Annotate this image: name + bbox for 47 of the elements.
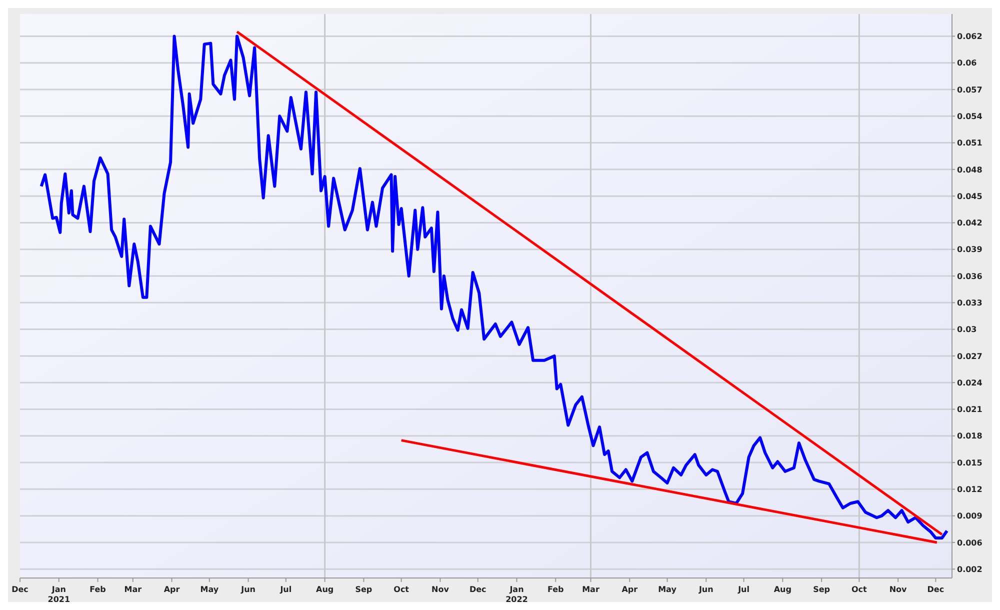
y-tick-label: 0.012: [957, 485, 982, 494]
y-tick-label: 0.036: [957, 272, 983, 281]
y-tick-label: 0.054: [957, 112, 983, 121]
x-tick-label: Jul: [737, 585, 750, 594]
x-tick-label: May: [200, 585, 220, 594]
y-tick-label: 0.03: [957, 325, 977, 334]
y-tick-label: 0.057: [957, 85, 982, 94]
y-tick-label: 0.042: [957, 218, 982, 228]
x-tick-label: Sep: [355, 585, 372, 594]
y-tick-label: 0.021: [957, 405, 983, 414]
x-tick-label: Mar: [582, 585, 600, 594]
x-tick-label: Jun: [240, 585, 256, 594]
line-series: [40, 34, 948, 540]
x-tick-label: Nov: [889, 585, 908, 594]
x-tick-label: Nov: [432, 585, 450, 594]
x-tick-label: Jun: [698, 585, 714, 594]
y-tick-label: 0.051: [957, 138, 983, 148]
x-tick-label: Feb: [90, 585, 106, 594]
x-tick-label: Aug: [774, 585, 792, 594]
x-tick-label: Apr: [164, 585, 180, 594]
x-tick-label: Jan 2021: [48, 585, 70, 604]
x-tick-label: Sep: [813, 585, 830, 594]
y-tick-label: 0.062: [957, 32, 982, 42]
y-tick-label: 0.006: [957, 538, 983, 548]
x-tick-label: Dec: [469, 585, 487, 594]
y-tick-label: 0.033: [957, 298, 982, 308]
y-tick-label: 0.045: [957, 192, 983, 201]
x-tick-label: May: [658, 585, 678, 594]
y-tick-label: 0.015: [957, 458, 983, 468]
x-tick-label: Feb: [547, 585, 564, 594]
x-tick-label: Aug: [316, 585, 334, 594]
x-tick-label: Apr: [622, 585, 638, 594]
y-tick-label: 0.009: [957, 512, 983, 521]
y-tick-label: 0.048: [957, 165, 983, 174]
y-tick-label: 0.018: [957, 432, 983, 441]
x-tick-label: Dec: [12, 585, 29, 594]
x-tick-label: Dec: [927, 585, 944, 594]
y-tick-label: 0.024: [957, 378, 983, 388]
y-tick-label: 0.06: [957, 58, 978, 68]
x-tick-label: Mar: [124, 585, 142, 594]
y-tick-label: 0.002: [957, 564, 982, 574]
x-tick-label: Oct: [851, 585, 868, 594]
x-tick-label: Jan 2022: [506, 585, 528, 604]
x-tick-label: Oct: [394, 585, 410, 594]
y-tick-label: 0.027: [957, 352, 982, 361]
x-tick-label: Jul: [279, 585, 292, 594]
y-tick-label: 0.039: [957, 245, 983, 254]
